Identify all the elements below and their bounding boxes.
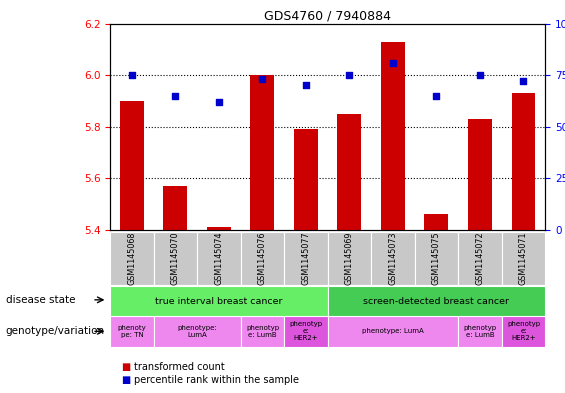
Bar (197, 232, 241, 285)
Text: GSM1145072: GSM1145072 (476, 231, 484, 285)
Point (302, 83, 311, 89)
Text: transformed count: transformed count (134, 362, 225, 373)
Bar (163, 186, 188, 230)
Bar (468, 119, 492, 230)
Text: GSM1145077: GSM1145077 (302, 231, 310, 285)
Bar (154, 232, 197, 285)
Point (258, 76, 267, 83)
Bar (294, 129, 318, 230)
Text: ■: ■ (121, 375, 131, 386)
Bar (502, 316, 545, 347)
Title: GDS4760 / 7940884: GDS4760 / 7940884 (264, 9, 391, 22)
Text: phenotype: LumA: phenotype: LumA (362, 329, 424, 334)
Text: GSM1145070: GSM1145070 (171, 231, 180, 285)
Bar (110, 316, 154, 347)
Point (215, 99, 224, 105)
Bar (207, 227, 231, 230)
Text: GSM1145075: GSM1145075 (432, 231, 441, 285)
Bar (328, 316, 458, 347)
Point (345, 72, 354, 78)
Bar (381, 42, 405, 230)
Point (127, 72, 136, 78)
Text: disease state: disease state (6, 295, 75, 305)
Bar (110, 232, 154, 285)
Text: phenotyp
e: LumB: phenotyp e: LumB (463, 325, 497, 338)
Text: GSM1145074: GSM1145074 (215, 231, 223, 285)
Point (389, 60, 398, 66)
Text: phenotyp
e: LumB: phenotyp e: LumB (246, 325, 279, 338)
Point (171, 93, 180, 99)
Bar (154, 316, 241, 347)
Bar (415, 232, 458, 285)
Text: genotype/variation: genotype/variation (6, 326, 105, 336)
Point (476, 72, 485, 78)
Bar (250, 75, 275, 230)
Bar (328, 286, 545, 316)
Text: phenotyp
e:
HER2+: phenotyp e: HER2+ (507, 321, 540, 342)
Text: phenotype:
LumA: phenotype: LumA (177, 325, 217, 338)
Text: ■: ■ (121, 362, 131, 373)
Text: screen-detected breast cancer: screen-detected breast cancer (363, 297, 510, 306)
Text: GSM1145069: GSM1145069 (345, 231, 354, 285)
Point (432, 93, 441, 99)
Bar (502, 232, 545, 285)
Text: GSM1145073: GSM1145073 (389, 231, 397, 285)
Point (519, 78, 528, 84)
Bar (284, 232, 328, 285)
Bar (241, 232, 284, 285)
Text: phenotyp
e:
HER2+: phenotyp e: HER2+ (289, 321, 323, 342)
Text: GSM1145068: GSM1145068 (128, 232, 136, 285)
Text: phenoty
pe: TN: phenoty pe: TN (118, 325, 146, 338)
Text: percentile rank within the sample: percentile rank within the sample (134, 375, 299, 386)
Bar (120, 101, 144, 230)
Bar (511, 93, 536, 230)
Bar (241, 316, 284, 347)
Bar (328, 232, 371, 285)
Bar (424, 215, 449, 230)
Text: true interval breast cancer: true interval breast cancer (155, 297, 282, 306)
Text: GSM1145076: GSM1145076 (258, 231, 267, 285)
Bar (458, 232, 502, 285)
Bar (371, 232, 415, 285)
Bar (458, 316, 502, 347)
Bar (337, 114, 362, 230)
Bar (110, 286, 328, 316)
Bar (284, 316, 328, 347)
Text: GSM1145071: GSM1145071 (519, 231, 528, 285)
